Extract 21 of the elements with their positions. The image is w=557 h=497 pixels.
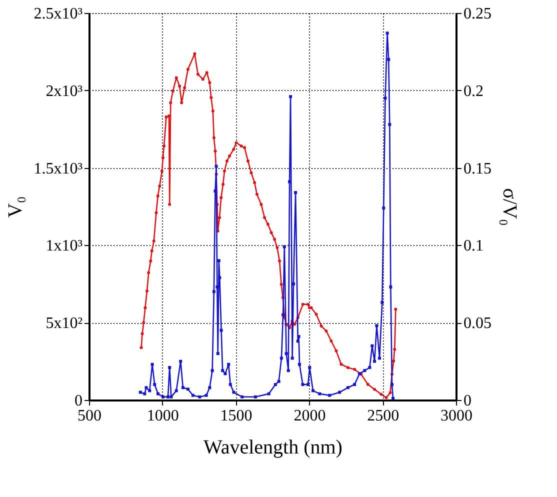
y2-tick-label: 0.2 (464, 82, 484, 100)
x-tick-label: 2500 (367, 408, 400, 424)
x-tick-label: 1500 (220, 408, 252, 424)
y2-axis-title: σ/V₀ (498, 188, 520, 226)
x-tick-label: 2000 (294, 408, 326, 424)
x-axis-title: Wavelength (nm) (204, 436, 342, 458)
y-tick-label: 2.5x10³ (34, 6, 83, 22)
y2-tick-label: 0.1 (464, 238, 484, 255)
y-tick-label: 5x10² (46, 315, 83, 332)
y2-tick-label: 0.15 (464, 160, 492, 178)
x-tick-label: 3000 (440, 408, 472, 424)
x-tick-label: 1000 (146, 408, 179, 424)
y-tick-label: 0 (74, 392, 82, 410)
y-tick-label: 1.5x10³ (34, 160, 83, 178)
y-tick-label: 2x10³ (46, 82, 83, 100)
y2-tick-label: 0.25 (464, 6, 492, 22)
y-tick-label: 1x10³ (46, 238, 83, 255)
y2-tick-label: 0 (464, 392, 472, 410)
x-tick-label: 500 (78, 408, 102, 424)
y-axis-title: V₀ (4, 196, 27, 218)
y2-tick-label: 0.05 (464, 315, 492, 332)
